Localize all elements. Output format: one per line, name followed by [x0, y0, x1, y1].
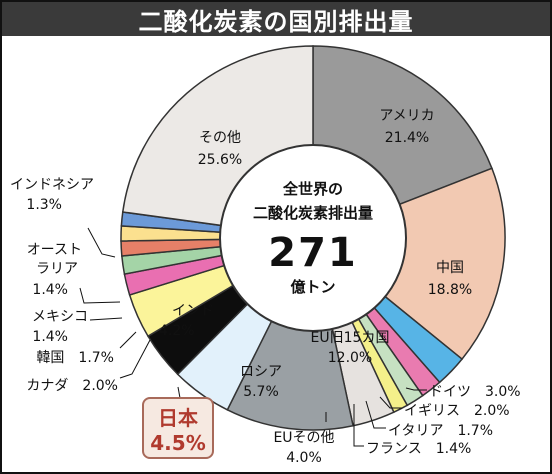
- leader-line-australia: [79, 287, 121, 304]
- label-eu-other-name: EUその他: [273, 430, 334, 446]
- leader-line-korea: [119, 331, 137, 349]
- label-eu15-pct: 12.0%: [328, 350, 372, 366]
- japan-callout: 日本 4.5%: [142, 397, 214, 459]
- label-germany: ドイツ 3.0%: [429, 384, 521, 400]
- label-indonesia-name: インドネシア: [10, 177, 94, 193]
- label-eu-other-pct: 4.0%: [286, 450, 322, 466]
- title-bar: 二酸化炭素の国別排出量: [2, 2, 550, 36]
- chart-title: 二酸化炭素の国別排出量: [138, 7, 414, 36]
- label-other-pct: 25.6%: [198, 152, 242, 168]
- label-china-name: 中国: [436, 260, 464, 276]
- leader-line-indonesia: [87, 227, 116, 258]
- label-other-name: その他: [199, 130, 241, 146]
- leader-line-uk: [379, 396, 402, 409]
- label-australia-line2: ラリア: [36, 261, 78, 277]
- slice-labels: アメリカ 21.4% 中国 18.8% ドイツ 3.0% イギリス 2.0% イ…: [10, 108, 521, 466]
- center-line-2: 二酸化炭素排出量: [253, 204, 373, 222]
- label-russia-pct: 5.7%: [243, 384, 279, 400]
- leader-line-france: [353, 404, 364, 447]
- label-mexico-name: メキシコ: [32, 309, 88, 325]
- leader-line-mexico: [89, 317, 123, 321]
- leader-line-canada: [119, 339, 151, 379]
- label-mexico-pct: 1.4%: [32, 329, 68, 345]
- label-india-pct: 4.2%: [159, 323, 195, 339]
- pie-slice-1: [311, 167, 506, 361]
- label-uk: イギリス 2.0%: [404, 403, 510, 419]
- label-india-name: インド: [172, 303, 214, 319]
- label-canada: カナダ 2.0%: [26, 378, 118, 394]
- leader-line-japan: [177, 386, 181, 399]
- label-america-pct: 21.4%: [385, 130, 429, 146]
- label-america-name: アメリカ: [379, 108, 434, 124]
- center-line-1: 全世界の: [282, 180, 343, 198]
- label-russia-name: ロシア: [240, 364, 282, 380]
- leader-line-germany: [405, 387, 427, 391]
- japan-callout-box: [142, 397, 214, 459]
- label-italy: イタリア 1.7%: [388, 423, 493, 439]
- center-unit: 億トン: [290, 278, 335, 296]
- label-china-pct: 18.8%: [428, 282, 472, 298]
- label-france: フランス 1.4%: [366, 441, 471, 457]
- leader-lines: [79, 227, 427, 447]
- label-australia-pct: 1.4%: [32, 282, 68, 298]
- pie-center-hole: [219, 144, 407, 332]
- label-korea: 韓国 1.7%: [36, 350, 114, 366]
- label-indonesia-pct: 1.3%: [26, 197, 62, 213]
- label-japan-name: 日本: [158, 406, 198, 430]
- center-total: 271: [268, 230, 358, 276]
- label-japan-pct: 4.5%: [150, 431, 205, 455]
- label-eu15-name: EU旧15カ国: [311, 330, 390, 346]
- label-australia-line1: オースト: [27, 242, 82, 258]
- leader-line-italy: [365, 400, 386, 429]
